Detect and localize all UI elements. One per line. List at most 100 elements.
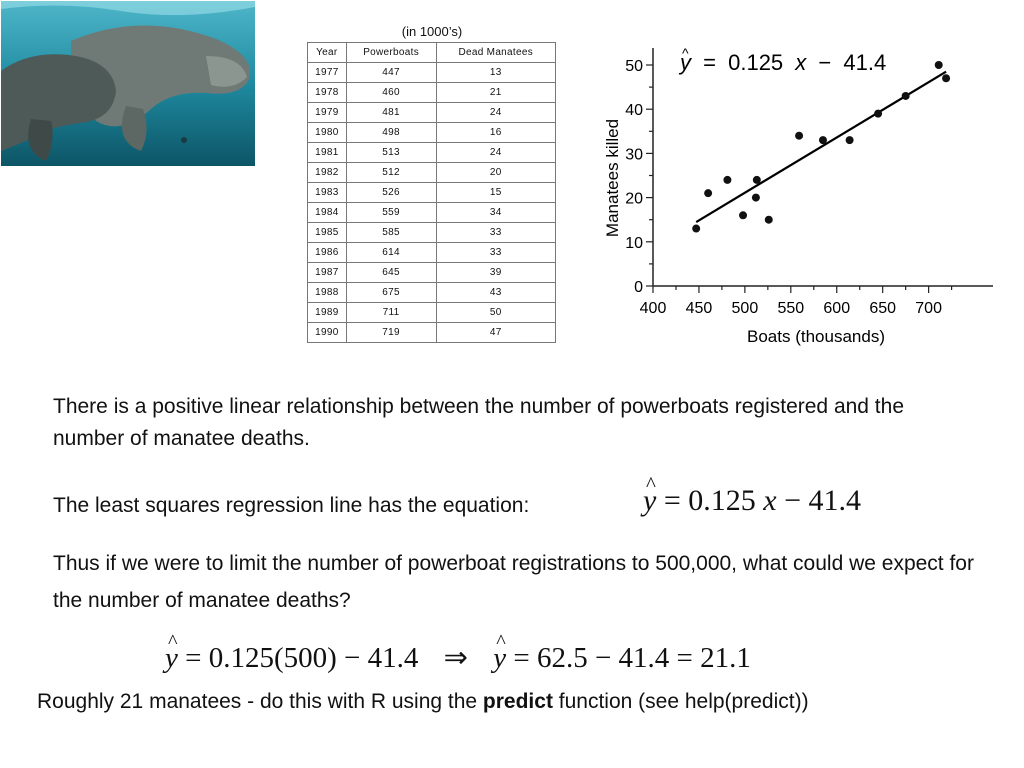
table-cell: 614 [345,242,437,263]
calc-expression: 0.125(500) − 41.4 [208,642,419,674]
table-cell: 460 [345,82,437,103]
table-cell: 33 [435,222,557,243]
calc-y-hat-2: y [493,631,506,675]
paragraph-relationship: There is a positive linear relationship … [53,395,905,450]
table-header: Powerboats [345,42,437,63]
table-cell: 50 [435,302,557,323]
data-point [795,131,804,140]
table-cell: 21 [435,82,557,103]
conclusion-text: Roughly 21 manatees - do this with R usi… [37,690,809,714]
table-header: Year [307,42,347,63]
table-cell: 711 [345,302,437,323]
table-cell: 15 [435,182,557,203]
data-point [874,109,883,118]
conclusion-post: function (see help(predict)) [552,690,809,713]
table-row: 1983 526 15 [307,182,557,203]
table-cell: 645 [345,262,437,283]
data-point [739,211,748,220]
y-axis-label: Manatees killed [603,119,622,237]
eq-equals: = [703,50,716,75]
predict-keyword: predict [482,690,553,713]
table-cell: 1990 [307,322,347,343]
data-point [751,193,760,202]
table-row: 1985 585 33 [307,222,557,243]
table-cell: 1978 [307,82,347,103]
data-point [764,215,773,224]
x-axis-label: Boats (thousands) [747,327,885,346]
data-point [845,136,854,145]
table-row: 1980 498 16 [307,122,557,143]
table-cell: 13 [435,62,557,83]
table-cell: 33 [435,242,557,263]
table-row: 1990 719 47 [307,322,557,343]
data-point [704,189,713,198]
eq-y: y [678,50,693,75]
eq1-slope: 0.125 [688,484,756,517]
eq-slope: 0.125 [728,50,783,75]
x-tick-label: 550 [777,300,804,317]
paragraph-question: Thus if we were to limit the number of p… [53,552,974,612]
y-tick-label: 30 [625,146,643,163]
table-cell: 1986 [307,242,347,263]
y-tick-label: 10 [625,235,643,252]
calc-equals-2: = [513,642,530,674]
x-tick-label: 500 [732,300,759,317]
table-cell: 47 [435,322,557,343]
table-row: 1988 675 43 [307,282,557,303]
y-hat: y [643,472,656,518]
data-point [934,61,943,69]
x-tick-label: 650 [869,300,896,317]
eq-intercept: 41.4 [843,50,886,75]
manatee-photo [1,1,255,166]
table-cell: 1984 [307,202,347,223]
table-cell: 498 [345,122,437,143]
data-table: Year Powerboats Dead Manatees 1977 447 13 197… [307,42,557,343]
x-tick-label: 400 [640,300,667,317]
prediction-calculation: y = 0.125(500) − 41.4 ⇒ y = 62.5 − 41.4 … [165,631,751,675]
eq-minus: − [818,50,831,75]
table-cell: 1988 [307,282,347,303]
implies-icon: ⇒ [443,642,468,674]
table-caption: (in 1000’s) [401,24,463,39]
scatter-plot: y = 0.125 x − 41.4 ^ Manatees killed Boa… [603,45,993,346]
table-cell: 1977 [307,62,347,83]
table-row: 1989 711 50 [307,302,557,323]
calc-equals: = [185,642,202,674]
regression-equation: y = 0.125 x − 41.4 [643,472,862,518]
y-tick-label: 20 [625,191,643,208]
table-cell: 1982 [307,162,347,183]
table-row: 1986 614 33 [307,242,557,263]
table-cell: 20 [435,162,557,183]
table-row: 1979 481 24 [307,102,557,123]
table-cell: 24 [435,142,557,163]
table-cell: 1987 [307,262,347,283]
table-cell: 1985 [307,222,347,243]
table-cell: 719 [345,322,437,343]
table-cell: 1989 [307,302,347,323]
table-cell: 513 [345,142,437,163]
table-cell: 16 [435,122,557,143]
table-cell: 1979 [307,102,347,123]
eq1-intercept: 41.4 [808,484,862,517]
table-cell: 39 [435,262,557,283]
table-cell: 447 [345,62,437,83]
calc-result: 62.5 − 41.4 = 21.1 [536,642,751,674]
y-tick-label: 50 [625,58,643,75]
data-point [942,74,951,83]
table-cell: 24 [435,102,557,123]
y-tick-label: 0 [634,279,643,296]
paragraph-equation-intro: The least squares regression line has th… [53,494,530,517]
table-cell: 512 [345,162,437,183]
table-cell: 559 [345,202,437,223]
x-tick-label: 600 [823,300,850,317]
x-tick-label: 450 [686,300,713,317]
table-row: 1981 513 24 [307,142,557,163]
eq-hat-mark: ^ [682,45,689,61]
table-header: Dead Manatees [435,42,557,63]
table-row: 1984 559 34 [307,202,557,223]
table-row: 1987 645 39 [307,262,557,283]
data-point [818,136,827,145]
eq1-minus: − [784,484,801,517]
table-cell: 585 [345,222,437,243]
data-point [752,175,761,184]
